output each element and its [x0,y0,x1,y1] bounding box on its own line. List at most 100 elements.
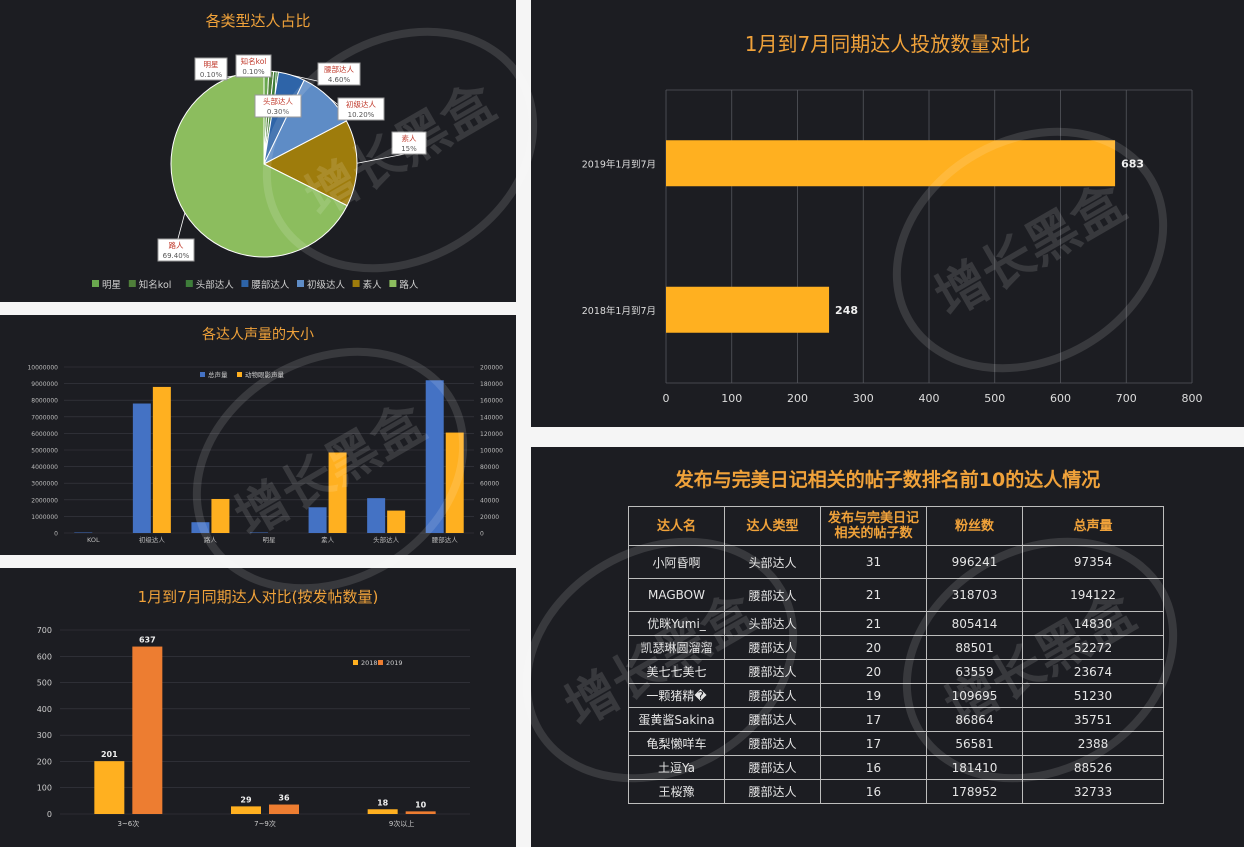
table-row: 土逗Ya 腰部达人 16 181410 88526 [628,755,1164,780]
table-cell: 腰部达人 [724,755,821,780]
x-tick: 0 [663,392,670,405]
bar-2019-1 [269,804,299,814]
table-cell: 805414 [926,611,1023,636]
y-right-tick: 40000 [480,497,499,504]
table-cell: 土逗Ya [628,755,725,780]
y-right-tick: 160000 [480,398,503,405]
pie-leader-line [356,153,406,164]
y-tick: 500 [37,679,52,688]
bar-2019-0 [132,646,163,814]
table-cell: 16 [820,779,927,804]
y-tick: 700 [37,626,52,635]
legend-swatch [128,280,136,287]
table-cell: 97354 [1022,545,1164,579]
table-title: 发布与完美日记相关的帖子数排名前10的达人情况 [674,469,1101,491]
table-cell: 头部达人 [724,545,821,579]
table-cell: 51230 [1022,683,1164,708]
y-left-tick: 8000000 [31,398,58,405]
data-label: 36 [278,794,290,803]
bar-2018-2 [367,809,398,814]
table-row: 蛋黄酱Sakina 腰部达人 17 86864 35751 [628,707,1164,732]
y-right-tick: 20000 [480,514,499,521]
table-cell: 194122 [1022,578,1164,612]
data-label: 18 [377,798,389,807]
y-tick: 0 [47,810,52,819]
x-tick: 初级达人 [139,535,166,544]
table-cell: 996241 [926,545,1023,579]
y-left-tick: 9000000 [31,381,58,388]
pie-label-pct: 0.10% [200,71,223,79]
y-tick: 100 [37,784,52,793]
legend-label: 总声量 [208,370,228,379]
table-cell: 109695 [926,683,1023,708]
pie-label-box [235,54,272,78]
table-cell: 23674 [1022,659,1164,684]
table-cell: 腰部达人 [724,635,821,660]
table-cell: 龟梨懒咩车 [628,731,725,756]
bar-eyeshadow-6 [445,432,464,533]
table-cell: 腰部达人 [724,683,821,708]
legend-label: 2019 [386,659,403,667]
y-tick: 600 [37,652,52,661]
legend-label: 动物眼影声量 [245,370,285,379]
bar-eyeshadow-1 [152,386,171,533]
legend-swatch [241,280,249,287]
x-tick: 400 [919,392,940,405]
table-row: 凯瑟琳圆溜溜 腰部达人 20 88501 52272 [628,635,1164,660]
y-right-tick: 0 [480,531,484,538]
y-left-tick: 10000000 [27,365,58,372]
bar-2018-1 [231,806,261,814]
y-right-tick: 100000 [480,448,503,455]
launch-panel: 1月到7月同期达人投放数量对比 0 100 200 300 400 500 600 700 80… [531,0,1244,427]
y-right-tick: 200000 [480,365,503,372]
col-header-fans: 粉丝数 [926,506,1023,546]
x-tick: 100 [721,392,742,405]
table-cell: 88501 [926,635,1023,660]
pie-label-pct: 15% [401,145,417,153]
y-left-tick: 3000000 [31,481,58,488]
volume-panel: 各达人声量的大小 0 1000000 2000000 3000000 4000000 50… [0,315,516,555]
hbar-1 [666,286,830,333]
legend-label: 腰部达人 [251,279,290,291]
table-row: 王桜豫 腰部达人 16 178952 32733 [628,779,1164,804]
legend-swatch [297,280,304,287]
col-header-volume: 总声量 [1022,506,1164,546]
bar-total-4 [308,507,327,533]
posts-title: 1月到7月同期达人对比(按发帖数量) [137,588,379,606]
table-cell: 腰部达人 [724,731,821,756]
table-cell: 178952 [926,779,1023,804]
y-left-tick: 4000000 [31,464,58,471]
table-cell: 14830 [1022,611,1164,636]
y-tick: 2019年1月到7月 [582,158,656,170]
pie-label-pct: 69.40% [163,252,190,260]
x-tick: 头部达人 [373,535,400,544]
x-tick: KOL [87,536,100,544]
legend-swatch [200,372,205,377]
table-cell: 2388 [1022,731,1164,756]
x-tick: 路人 [204,535,218,544]
pie-label-pct: 0.10% [242,68,265,76]
table-cell: 20 [820,635,927,660]
x-tick: 700 [1116,392,1137,405]
pie-slice-5 [262,120,358,207]
pie-label-box [157,238,195,262]
table-cell: 蛋黄酱Sakina [628,707,725,732]
table-cell: 腰部达人 [724,707,821,732]
pie-label-name: 明星 [204,60,219,69]
table-cell: 17 [820,707,927,732]
volume-chart: 0100000020000003000000400000050000006000… [27,365,503,545]
y-right-tick: 140000 [480,414,503,421]
legend-swatch [185,280,193,287]
data-label: 248 [835,304,858,317]
table-cell: 小阿昏啊 [628,545,725,579]
x-tick: 600 [1050,392,1071,405]
legend-label: 2018 [361,659,378,667]
x-tick: 明星 [263,536,277,544]
y-tick: 300 [37,731,52,740]
legend-swatch [353,660,358,665]
bar-eyeshadow-4 [328,452,347,533]
legend-label: 素人 [363,279,383,291]
legend-label: 明星 [102,280,121,291]
x-tick: 500 [984,392,1005,405]
pie-label-pct: 10.20% [348,111,375,119]
